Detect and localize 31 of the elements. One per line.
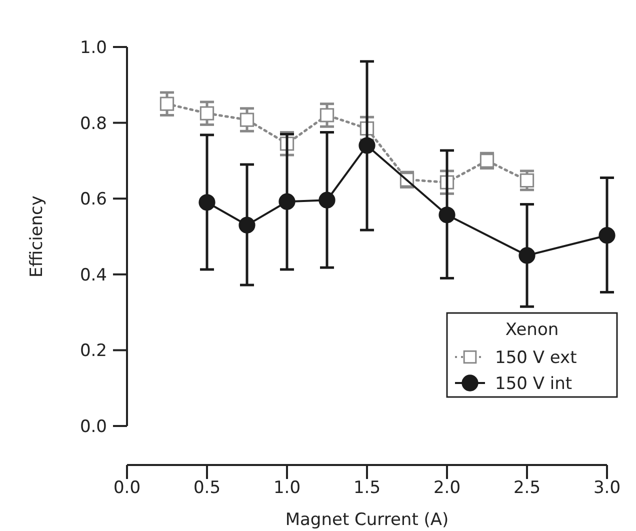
x-axis-title: Magnet Current (A) <box>285 510 449 530</box>
point <box>520 173 534 188</box>
x-tick-label: 2.0 <box>433 478 461 498</box>
point <box>598 227 616 244</box>
x-tick-label: 2.5 <box>513 478 541 498</box>
legend-title: Xenon <box>505 320 559 340</box>
point <box>240 112 254 127</box>
point <box>320 108 334 122</box>
point <box>318 192 336 208</box>
x-tick-label: 3.0 <box>593 478 621 498</box>
point <box>518 247 536 264</box>
y-tick-label: 0.4 <box>80 265 107 286</box>
point <box>438 206 456 224</box>
y-tick-label: 0.6 <box>80 190 107 210</box>
point <box>238 216 256 234</box>
point <box>198 194 216 211</box>
x-tick-label: 1.5 <box>353 478 381 498</box>
point <box>278 193 296 210</box>
point <box>160 96 174 111</box>
y-tick-label: 1.0 <box>80 38 107 58</box>
point <box>200 106 214 120</box>
y-tick-label: 0.8 <box>80 114 107 134</box>
legend-label: 150 V int <box>495 374 572 394</box>
point <box>358 137 376 154</box>
x-tick-label: 0.0 <box>113 478 141 498</box>
y-tick-label: 0.2 <box>80 341 107 362</box>
y-axis-title: Efficiency <box>27 196 47 278</box>
x-tick-label: 0.5 <box>193 478 221 498</box>
legend-label: 150 V ext <box>495 348 578 368</box>
x-tick-label: 1.0 <box>273 478 301 498</box>
y-tick-label: 0.0 <box>80 416 107 437</box>
